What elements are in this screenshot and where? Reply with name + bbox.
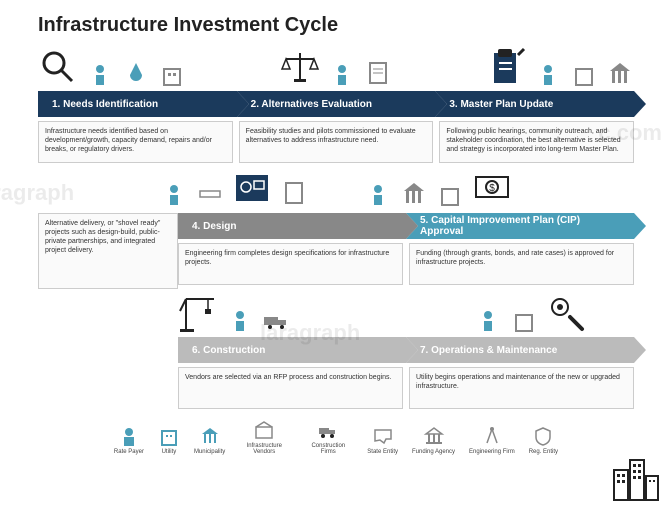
worker-icon (474, 305, 502, 333)
legend-engineering: Engineering Firm (469, 425, 515, 455)
truck-icon (317, 419, 339, 441)
crane-icon (178, 293, 218, 333)
arrow-step-2: 2. Alternatives Evaluation (237, 91, 436, 117)
gov-icon (400, 179, 428, 207)
row3-icons (38, 289, 634, 333)
arrow-step-3: 3. Master Plan Update (435, 91, 634, 117)
utility-icon (158, 425, 180, 447)
infographic-container: Infrastructure Investment Cycle 1. Needs… (0, 0, 672, 465)
row1-arrows: 1. Needs Identification 2. Alternatives … (38, 91, 634, 117)
desc-step-3: Following public hearings, community out… (439, 121, 634, 163)
row2-section: Alternative delivery, or "shovel ready" … (38, 213, 634, 289)
money-icon: $ (472, 167, 512, 207)
gear-wrench-icon (546, 293, 586, 333)
gov-icon (606, 59, 634, 87)
building-icon (158, 59, 186, 87)
gov-icon (199, 425, 221, 447)
truck-icon (262, 305, 290, 333)
map-icon (372, 425, 394, 447)
desc-step-6: Vendors are selected via an RFP process … (178, 367, 403, 409)
svg-text:$: $ (489, 183, 495, 194)
row3-descs-wrap: Vendors are selected via an RFP process … (38, 363, 634, 409)
legend-funding: Funding Agency (412, 425, 455, 455)
compass-icon (481, 425, 503, 447)
drop-icon (122, 59, 150, 87)
worker-icon (86, 59, 114, 87)
magnifier-icon (38, 47, 78, 87)
worker-icon (226, 305, 254, 333)
worker-icon (160, 179, 188, 207)
desc-step-2: Feasibility studies and pilots commissio… (239, 121, 434, 163)
legend-rate-payer: Rate Payer (114, 425, 144, 455)
legend-state: State Entity (367, 425, 398, 455)
alt-delivery-box: Alternative delivery, or "shovel ready" … (38, 213, 178, 289)
desc-step-4: Engineering firm completes design specif… (178, 243, 403, 285)
bank-icon (423, 425, 445, 447)
legend-municipality: Municipality (194, 425, 225, 455)
arrow-step-1: 1. Needs Identification (38, 91, 237, 117)
desc-step-5: Funding (through grants, bonds, and rate… (409, 243, 634, 285)
row1-descs: Infrastructure needs identified based on… (38, 121, 634, 163)
row1-icons (38, 43, 634, 87)
worker-icon (328, 59, 356, 87)
arrow-step-5: 5. Capital Improvement Plan (CIP) Approv… (406, 213, 634, 239)
worker-icon (364, 179, 392, 207)
legend-row: Rate Payer Utility Municipality Infrastr… (38, 419, 634, 455)
building-icon (436, 179, 464, 207)
building-icon (510, 305, 538, 333)
scales-icon (280, 47, 320, 87)
legend-construction: Construction Firms (303, 419, 353, 455)
worker-icon (534, 59, 562, 87)
clipboard-icon (486, 47, 526, 87)
city-building-icon (610, 452, 660, 502)
shield-icon (532, 425, 554, 447)
row3-arrows-wrap: 6. Construction 7. Operations & Maintena… (38, 337, 634, 363)
arrow-step-4: 4. Design (178, 213, 406, 239)
ruler-icon (196, 179, 224, 207)
doc-icon (280, 179, 308, 207)
main-title: Infrastructure Investment Cycle (38, 14, 634, 37)
building-icon (570, 59, 598, 87)
legend-regulatory: Reg. Entity (529, 425, 558, 455)
arrow-step-7: 7. Operations & Maintenance (406, 337, 634, 363)
person-icon (118, 425, 140, 447)
arrow-step-6: 6. Construction (178, 337, 406, 363)
desc-step-7: Utility begins operations and maintenanc… (409, 367, 634, 409)
row2-icons: $ (38, 163, 634, 207)
vendor-icon (253, 419, 275, 441)
legend-vendors: Infrastructure Vendors (239, 419, 289, 455)
desc-step-1: Infrastructure needs identified based on… (38, 121, 233, 163)
doc-icon (364, 59, 392, 87)
legend-utility: Utility (158, 425, 180, 455)
blueprint-icon (232, 167, 272, 207)
